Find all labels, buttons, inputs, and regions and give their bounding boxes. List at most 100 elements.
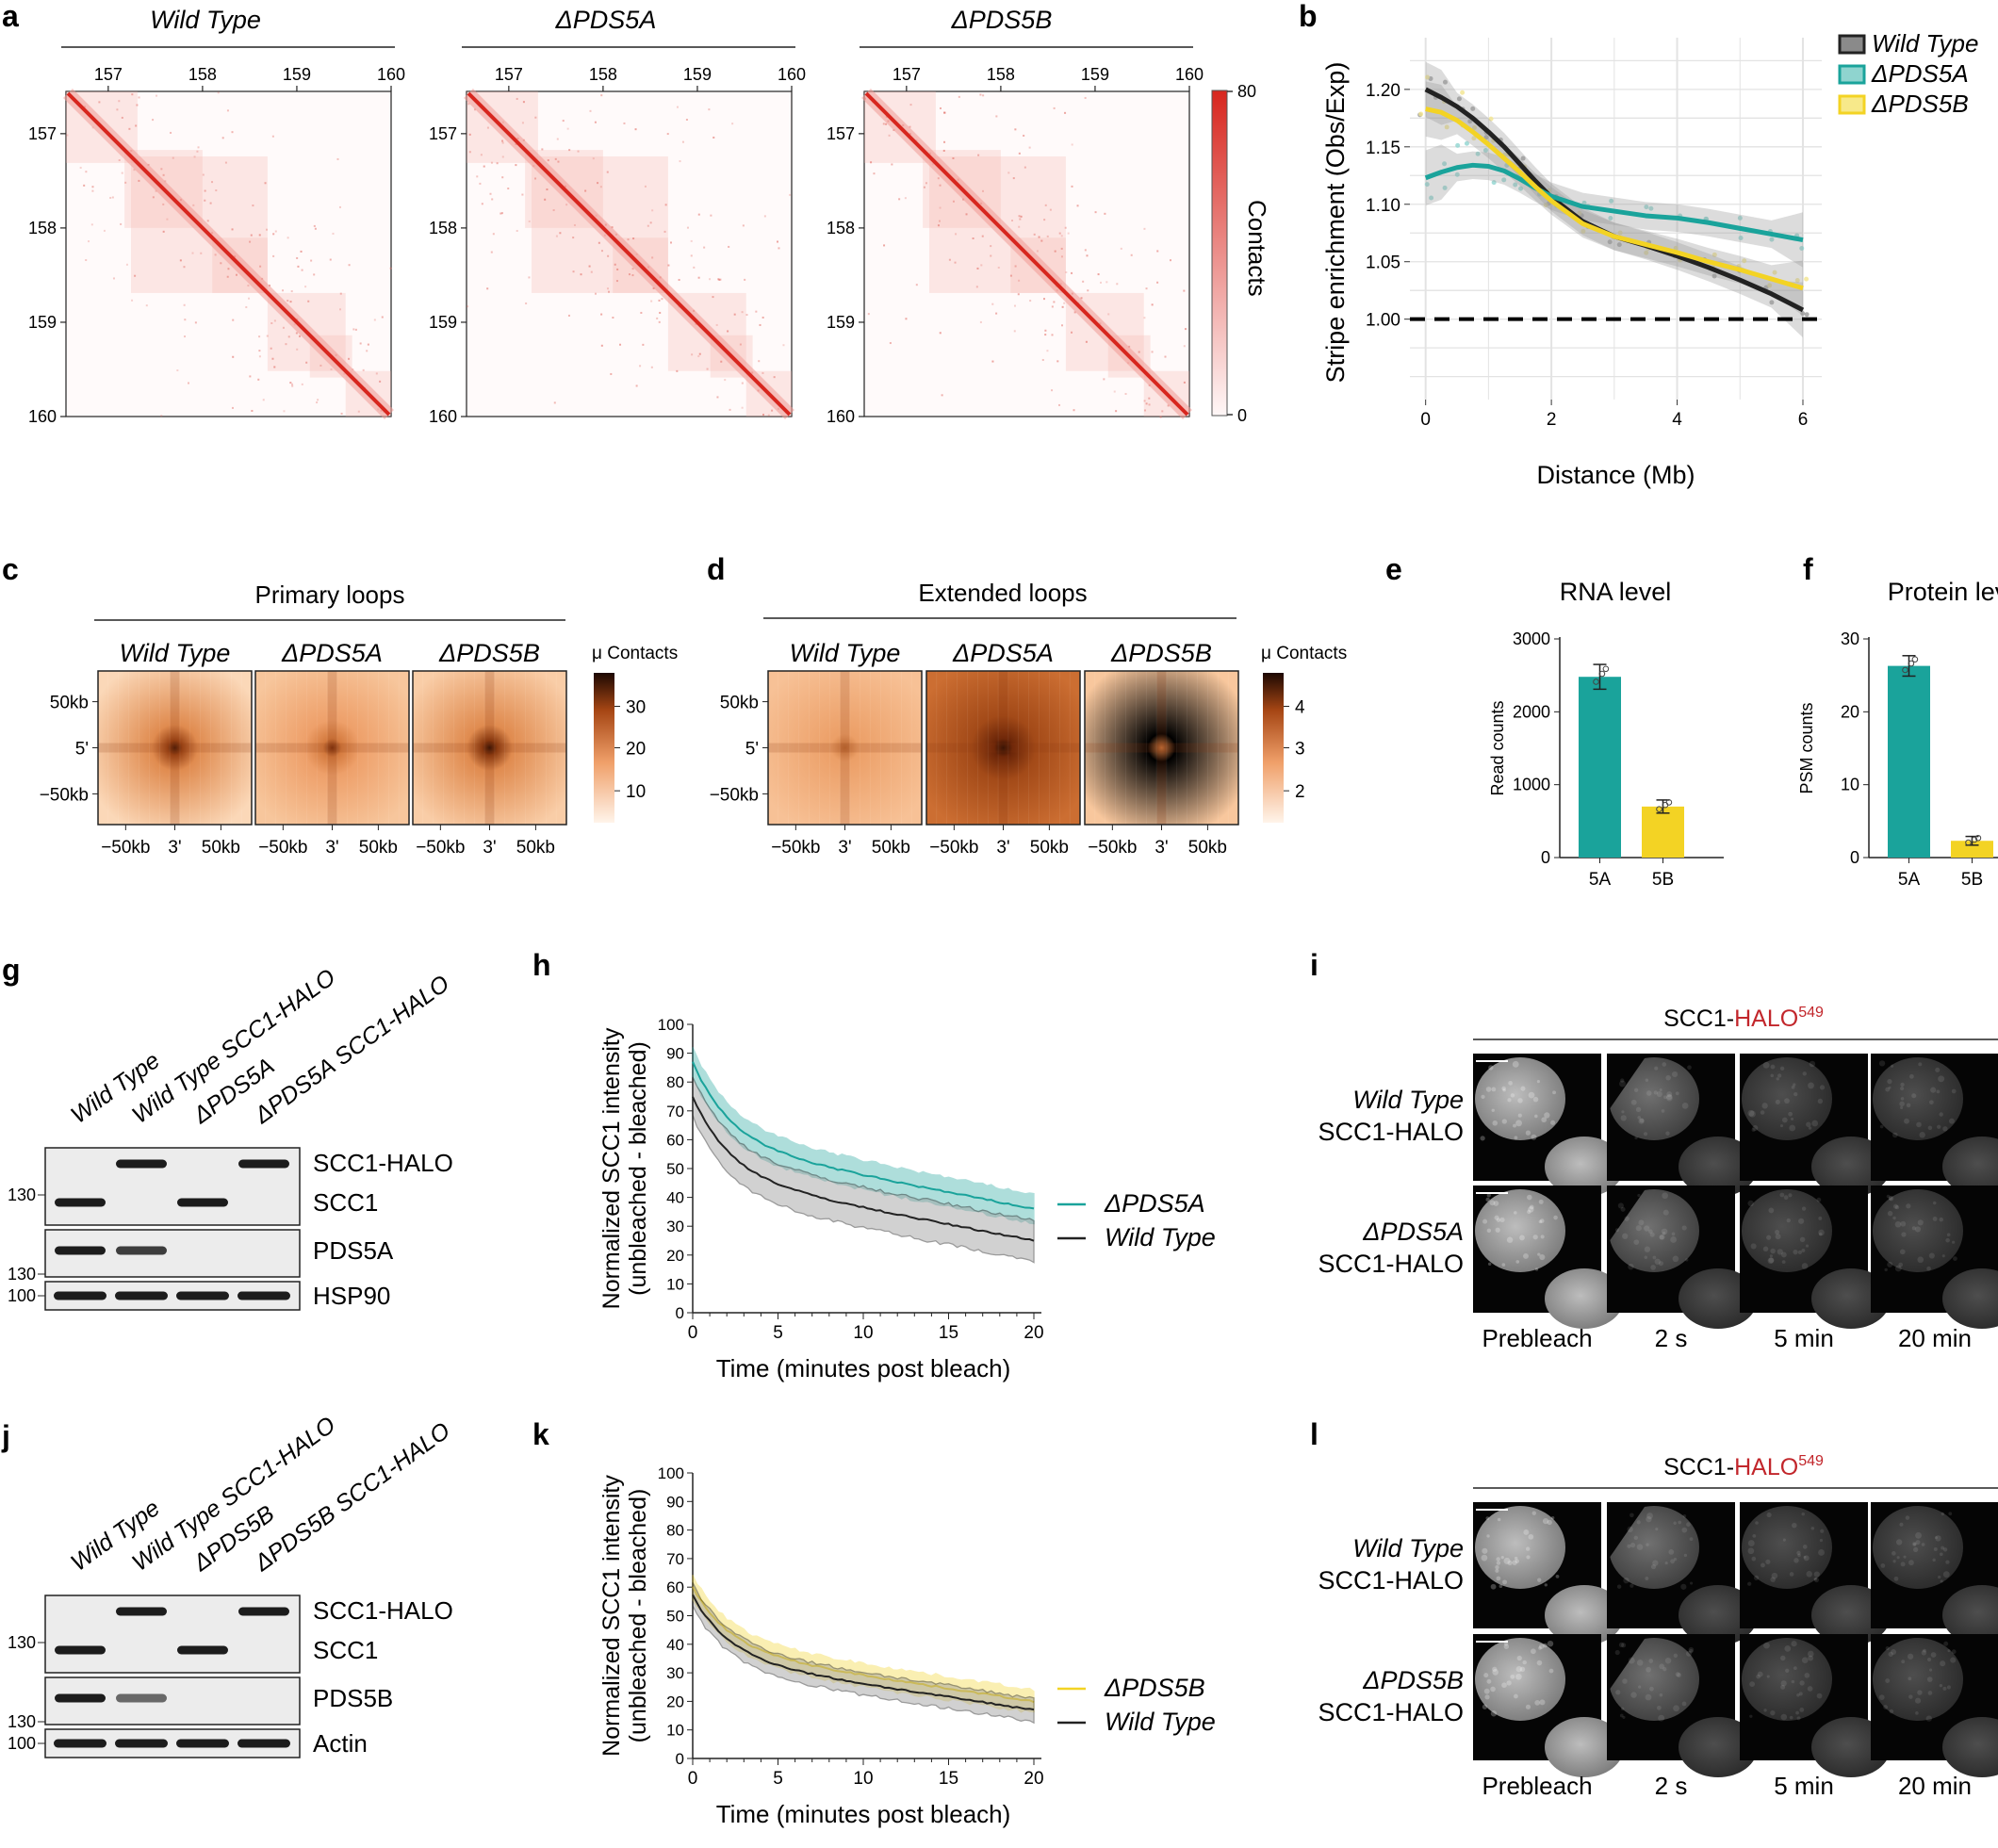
nucleus — [1742, 1506, 1832, 1589]
replicate-dot — [1908, 660, 1915, 667]
speckle — [1899, 1101, 1905, 1107]
panel-f-protein-bar: Protein level 0 10 20 30 PSM counts 5A 5B — [1797, 578, 1998, 890]
x-tick-label: 0 — [688, 1323, 698, 1343]
contacts-colorbar — [1211, 90, 1228, 417]
speckle — [1659, 1234, 1665, 1240]
nucleus — [1742, 1189, 1832, 1272]
hic-speckle — [227, 268, 230, 270]
speckle — [1785, 1668, 1790, 1673]
speckle — [1809, 1060, 1816, 1068]
hic-speckle — [83, 184, 86, 187]
speckle — [1894, 1204, 1900, 1210]
hic-speckle — [553, 401, 556, 404]
hic-speckle — [135, 124, 138, 127]
speckle — [1766, 1675, 1770, 1678]
speckle — [1777, 1073, 1782, 1078]
speckle — [1646, 1666, 1651, 1673]
speckle — [1892, 1132, 1898, 1138]
speckle — [1485, 1087, 1492, 1092]
row-label-genotype: ΔPDS5A — [1362, 1218, 1464, 1246]
hic-speckle — [348, 357, 351, 360]
hic-speckle — [131, 299, 134, 302]
nucleus — [1609, 1638, 1699, 1721]
speckle — [1482, 1547, 1488, 1554]
speckle — [1519, 1666, 1526, 1673]
speckle — [1749, 1714, 1753, 1718]
y-tick-label: 50 — [666, 1608, 684, 1626]
hic-speckle — [235, 273, 237, 276]
speckle — [1514, 1211, 1517, 1215]
data-point — [1769, 300, 1775, 305]
hic-speckle — [1145, 402, 1148, 405]
speckle — [1932, 1558, 1936, 1562]
replicate-dot — [1665, 799, 1673, 806]
hic-speckle — [336, 157, 339, 160]
speckle — [1486, 1193, 1491, 1198]
bar-chart-title: RNA level — [1560, 578, 1672, 606]
hic-speckle — [1053, 301, 1056, 303]
speckle — [1658, 1261, 1663, 1267]
hic-speckle — [955, 233, 958, 236]
hic-speckle — [156, 94, 158, 97]
speckle — [1806, 1121, 1811, 1127]
speckle — [1635, 1106, 1642, 1113]
hic-speckle — [231, 131, 234, 134]
hic-speckle — [697, 355, 700, 358]
hic-speckle — [162, 230, 165, 233]
apa-x-tick: −50kb — [771, 838, 820, 858]
speckle — [1796, 1716, 1801, 1721]
bleached-area — [1609, 1190, 1645, 1242]
hic-speckle — [490, 161, 493, 164]
column-label: 5 min — [1774, 1324, 1834, 1352]
hic-speckle — [708, 108, 711, 111]
speckle — [1628, 1657, 1635, 1664]
hic-speckle — [131, 93, 134, 96]
speckle — [1779, 1192, 1785, 1198]
apa-map: −50kb 3' 50kb — [254, 670, 410, 858]
speckle — [1888, 1195, 1894, 1202]
hic-speckle — [468, 151, 471, 154]
speckle — [1528, 1091, 1535, 1099]
speckle — [1751, 1556, 1757, 1562]
hic-speckle — [375, 372, 378, 375]
x-tick-label: 20 — [1024, 1769, 1043, 1789]
speckle — [1670, 1559, 1675, 1564]
speckle — [1781, 1117, 1788, 1123]
speckle — [1482, 1218, 1488, 1224]
blot-band — [176, 1291, 229, 1300]
speckle — [1516, 1655, 1522, 1661]
hic-speckle — [606, 287, 609, 290]
hic-speckle — [285, 343, 287, 346]
hic-speckle — [373, 319, 376, 321]
speckle — [1820, 1529, 1825, 1533]
speckle — [1793, 1083, 1796, 1087]
speckle — [1901, 1232, 1907, 1237]
speckle — [1900, 1220, 1907, 1227]
hic-speckle — [600, 344, 603, 347]
speckle — [1940, 1660, 1946, 1667]
nucleus — [1545, 1717, 1624, 1777]
speckle — [1750, 1243, 1757, 1250]
hic-speckle — [289, 382, 292, 384]
speckle — [1689, 1581, 1694, 1585]
apa-map: −50kb 3' 50kb — [1084, 670, 1239, 858]
speckle — [1943, 1641, 1949, 1646]
hic-speckle — [995, 312, 998, 315]
column-label: Prebleach — [1482, 1772, 1592, 1800]
hic-diagonal — [864, 91, 1189, 417]
apa-stripe-v — [998, 671, 1008, 825]
speckle — [1796, 1550, 1801, 1555]
speckle — [1788, 1111, 1793, 1117]
speckle — [1747, 1200, 1754, 1207]
hic-speckle — [597, 182, 599, 185]
y-tick-label: 90 — [666, 1493, 684, 1511]
apa-y-tick: 5' — [745, 740, 759, 760]
apa-heat — [1085, 671, 1238, 825]
hic-speckle — [500, 212, 503, 215]
speckle — [1489, 1200, 1496, 1206]
apa-label: ΔPDS5B — [1110, 639, 1212, 667]
y-tick-label: 80 — [666, 1073, 684, 1091]
speckle — [1801, 1657, 1809, 1663]
speckle — [1770, 1073, 1775, 1078]
